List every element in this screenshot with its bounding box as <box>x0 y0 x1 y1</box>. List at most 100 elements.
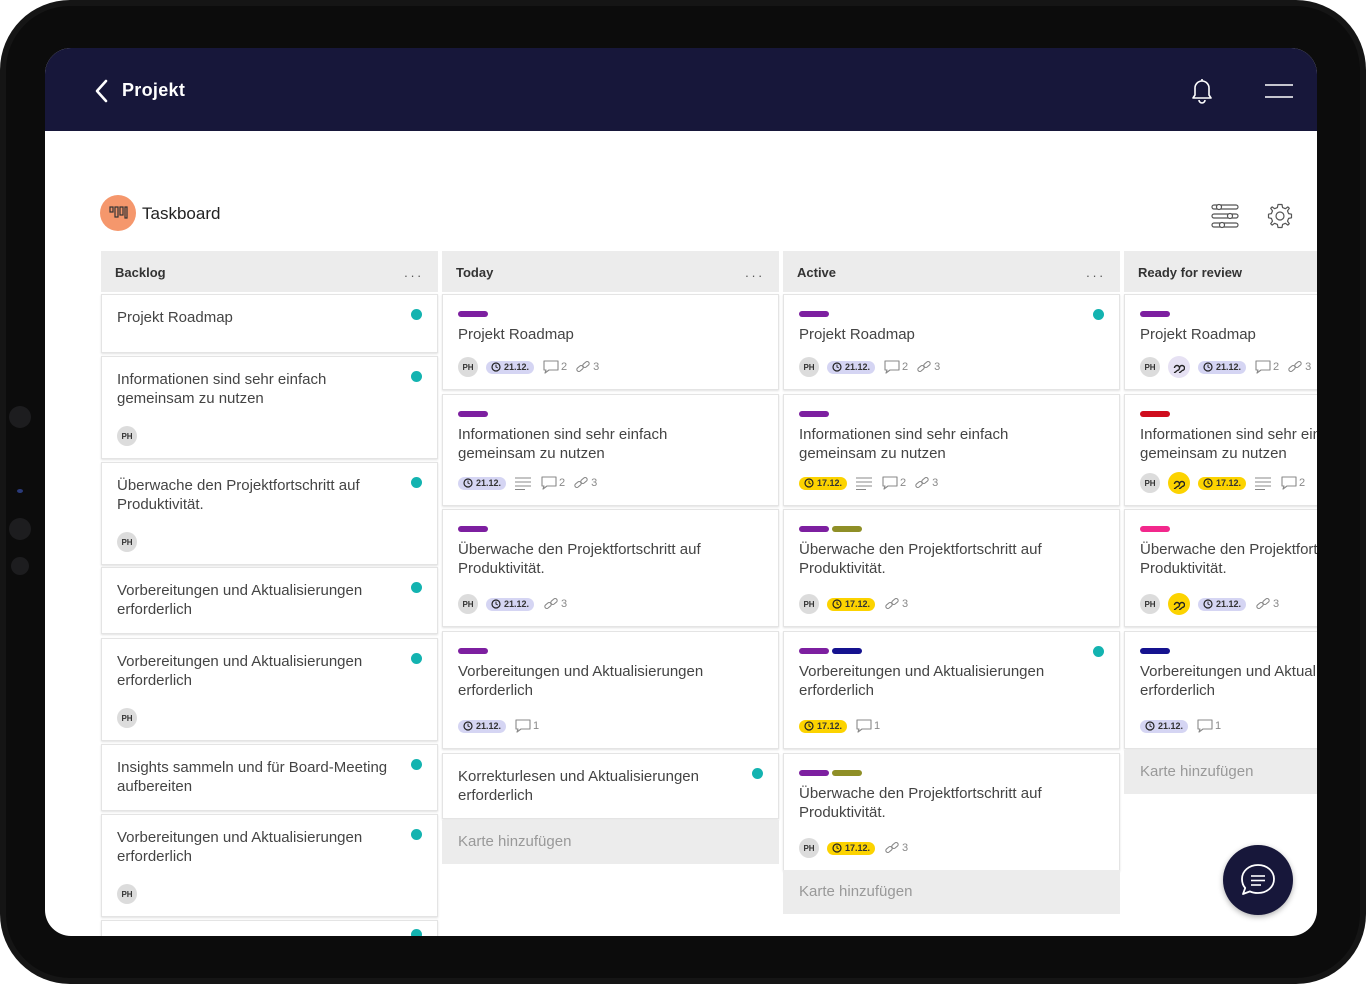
task-card[interactable]: Vorbereitungen und Aktualisierungen erfo… <box>101 567 438 634</box>
avatar: PH <box>117 426 137 446</box>
task-card[interactable]: Überwache den Projektfortschritt auf Pro… <box>442 509 779 627</box>
card-meta: PH 17.12. 3 <box>799 593 916 615</box>
column-more-button[interactable]: ... <box>1086 265 1106 280</box>
avatar: PH <box>1140 357 1160 377</box>
attachments-count: 3 <box>884 841 908 855</box>
label-tag <box>458 311 488 317</box>
card-labels <box>799 411 832 417</box>
comments-count: 1 <box>856 719 880 733</box>
task-card[interactable]: Überwache den Projektfortschritt auf Pro… <box>783 509 1120 627</box>
chat-button[interactable] <box>1223 845 1293 915</box>
card-meta: PH 21.12. 2 3 <box>1140 356 1317 378</box>
task-card[interactable] <box>101 920 438 936</box>
quote-icon <box>1168 593 1190 615</box>
avatar: PH <box>799 594 819 614</box>
column-title: Backlog <box>115 265 166 280</box>
notifications-button[interactable] <box>1187 76 1217 106</box>
column-title: Active <box>797 265 837 280</box>
task-card[interactable]: Vorbereitungen und Aktualisierungen erfo… <box>101 814 438 917</box>
card-meta: 17.12. 1 <box>799 715 888 737</box>
task-card[interactable]: Korrekturlesen und Aktualisierungen erfo… <box>442 753 779 819</box>
status-dot <box>411 653 422 664</box>
clock-icon <box>1203 478 1216 488</box>
description-icon <box>1255 476 1273 490</box>
task-card[interactable]: Vorbereitungen und Aktualisierungen erfo… <box>783 631 1120 749</box>
column-more-button[interactable]: ... <box>404 265 424 280</box>
camera-dot <box>9 406 31 428</box>
menu-button[interactable] <box>1264 82 1294 100</box>
clock-icon <box>491 362 504 372</box>
due-date-badge: 21.12. <box>1198 360 1247 374</box>
attachments-number: 3 <box>902 598 909 610</box>
due-date-badge: 17.12. <box>827 841 876 855</box>
task-card[interactable]: Projekt Roadmap PH 21.12. 2 3 <box>783 294 1120 390</box>
link-icon <box>884 841 902 855</box>
settings-button[interactable] <box>1267 203 1293 229</box>
task-card[interactable]: Projekt Roadmap <box>101 294 438 353</box>
back-button[interactable] <box>93 78 113 104</box>
task-card[interactable]: Vorbereitungen und Aktualisierungen erfo… <box>442 631 779 749</box>
task-card[interactable]: Projekt Roadmap PH 21.12. 2 3 <box>442 294 779 390</box>
comments-number: 2 <box>902 361 909 373</box>
attachments-number: 3 <box>591 477 598 489</box>
task-card[interactable]: Informationen sind sehr einfach gemeinsa… <box>1124 394 1317 506</box>
attachments-number: 3 <box>932 477 939 489</box>
card-labels <box>1140 311 1173 317</box>
status-dot <box>411 759 422 770</box>
link-icon <box>1255 597 1273 611</box>
task-card[interactable]: Projekt Roadmap PH 21.12. 2 3 <box>1124 294 1317 390</box>
task-card[interactable]: Informationen sind sehr einfach gemeinsa… <box>101 356 438 459</box>
label-tag <box>799 526 829 532</box>
card-meta: PH 17.12. 3 <box>799 837 916 859</box>
due-date-text: 21.12. <box>1216 599 1242 609</box>
label-tag <box>458 648 488 654</box>
due-date-badge: 21.12. <box>1198 597 1247 611</box>
card-title: Vorbereitungen und Aktualisierungen erfo… <box>117 829 363 865</box>
comments-count: 2 <box>1255 360 1279 374</box>
comments-number: 1 <box>1215 720 1222 732</box>
column-more-button[interactable]: ... <box>745 265 765 280</box>
clock-icon <box>804 721 817 731</box>
avatar: PH <box>117 532 137 552</box>
top-bar: Projekt <box>45 48 1317 131</box>
add-card-button[interactable]: Karte hinzufügen <box>783 870 1120 914</box>
card-title: Überwache den Projektfortschritt auf Pro… <box>117 477 360 513</box>
status-dot <box>411 929 422 936</box>
column-header: Backlog... <box>101 251 438 292</box>
status-dot <box>411 309 422 320</box>
task-card[interactable]: Überwache den Projektfortschritt auf Pro… <box>101 462 438 565</box>
comments-count: 1 <box>515 719 539 733</box>
attachments-number: 3 <box>561 598 568 610</box>
avatar: PH <box>117 884 137 904</box>
app-screen: Projekt Taskboard Backlog... Projekt Road… <box>45 48 1317 936</box>
card-meta: PH <box>117 425 145 447</box>
task-card[interactable]: Vorbereitungen und Aktualisierungen erfo… <box>1124 631 1317 749</box>
task-card[interactable]: Überwache den Projektfortschritt auf Pro… <box>783 753 1120 871</box>
attachments-count: 3 <box>884 597 908 611</box>
task-card[interactable]: Insights sammeln und für Board-Meeting a… <box>101 744 438 811</box>
card-labels <box>1140 411 1173 417</box>
task-card[interactable]: Überwache den Projektfortschritt auf Pro… <box>1124 509 1317 627</box>
label-tag <box>1140 648 1170 654</box>
attachments-count: 3 <box>1255 597 1279 611</box>
clock-icon <box>1203 599 1216 609</box>
card-title: Informationen sind sehr einfach gemeinsa… <box>458 426 668 462</box>
add-card-button[interactable]: Karte hinzufügen <box>442 820 779 864</box>
card-title: Überwache den Projektfortschritt auf Pro… <box>1140 541 1317 577</box>
attachments-count: 3 <box>543 597 567 611</box>
comment-icon <box>543 360 561 374</box>
column-header: Active... <box>783 251 1120 292</box>
comment-icon <box>1197 719 1215 733</box>
task-card[interactable]: Informationen sind sehr einfach gemeinsa… <box>442 394 779 506</box>
card-title: Projekt Roadmap <box>1140 326 1256 343</box>
card-title: Überwache den Projektfortschritt auf Pro… <box>458 541 701 577</box>
attachments-number: 3 <box>593 361 600 373</box>
status-dot <box>411 477 422 488</box>
filter-button[interactable] <box>1211 203 1239 229</box>
card-title: Vorbereitungen und Aktualisierungen erfo… <box>458 663 704 699</box>
add-card-button[interactable]: Karte hinzufügen <box>1124 750 1317 794</box>
quote-icon <box>1168 472 1190 494</box>
task-card[interactable]: Vorbereitungen und Aktualisierungen erfo… <box>101 638 438 741</box>
indicator-dot <box>17 489 23 493</box>
task-card[interactable]: Informationen sind sehr einfach gemeinsa… <box>783 394 1120 506</box>
